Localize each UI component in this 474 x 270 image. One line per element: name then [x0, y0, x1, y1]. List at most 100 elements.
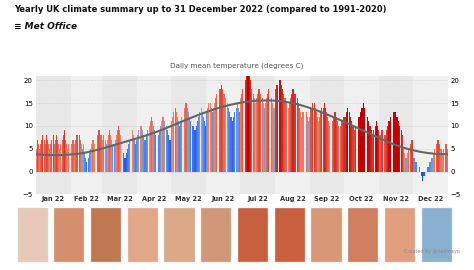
Bar: [151, 117, 152, 171]
Bar: [374, 126, 375, 171]
Bar: [255, 103, 256, 171]
Bar: [441, 149, 442, 171]
Bar: [132, 130, 133, 171]
Bar: [76, 135, 77, 171]
Bar: [207, 107, 209, 171]
Bar: [159, 130, 160, 171]
Bar: [369, 126, 370, 171]
Bar: [394, 112, 395, 171]
Bar: [418, 167, 419, 171]
Bar: [195, 130, 196, 171]
Bar: [101, 135, 102, 171]
Bar: [266, 99, 267, 171]
Bar: [335, 112, 336, 171]
Bar: [344, 76, 379, 194]
Bar: [326, 112, 327, 171]
Bar: [141, 126, 142, 171]
Bar: [446, 144, 447, 171]
Bar: [318, 121, 319, 171]
Bar: [438, 140, 439, 171]
Bar: [314, 103, 315, 171]
Bar: [415, 163, 416, 171]
Bar: [341, 121, 342, 171]
Bar: [70, 140, 71, 171]
Bar: [386, 130, 387, 171]
Bar: [136, 140, 137, 171]
Bar: [86, 163, 87, 171]
Bar: [48, 144, 49, 171]
Bar: [357, 117, 359, 171]
Bar: [213, 107, 214, 171]
Bar: [272, 103, 273, 171]
Bar: [52, 140, 53, 171]
Bar: [81, 144, 82, 171]
Bar: [137, 135, 138, 171]
Bar: [265, 103, 266, 171]
Bar: [59, 149, 60, 171]
Bar: [196, 126, 197, 171]
Bar: [135, 144, 136, 171]
Bar: [404, 153, 405, 171]
Bar: [248, 62, 249, 171]
Bar: [61, 144, 62, 171]
Bar: [442, 153, 443, 171]
Text: Created by @neilinayo: Created by @neilinayo: [404, 249, 460, 254]
Bar: [371, 130, 372, 171]
Bar: [379, 76, 413, 194]
Bar: [251, 89, 252, 171]
Bar: [297, 99, 298, 171]
Bar: [264, 107, 265, 171]
Bar: [304, 107, 305, 171]
Polygon shape: [318, 208, 336, 259]
Bar: [396, 117, 397, 171]
Bar: [338, 126, 339, 171]
Bar: [435, 149, 436, 171]
Bar: [92, 140, 93, 171]
Bar: [300, 112, 301, 171]
Bar: [311, 107, 312, 171]
Bar: [182, 112, 183, 171]
Bar: [307, 117, 308, 171]
Bar: [124, 158, 125, 171]
Bar: [54, 144, 55, 171]
Bar: [147, 130, 148, 171]
Polygon shape: [97, 208, 115, 259]
Bar: [294, 94, 295, 171]
Bar: [226, 99, 227, 171]
Bar: [205, 126, 206, 171]
Bar: [376, 121, 377, 171]
Bar: [429, 163, 430, 171]
Bar: [275, 76, 310, 194]
Bar: [259, 89, 260, 171]
Bar: [91, 144, 92, 171]
Bar: [447, 149, 448, 171]
Bar: [368, 121, 369, 171]
Bar: [73, 140, 74, 171]
Bar: [191, 126, 192, 171]
Bar: [242, 89, 243, 171]
Bar: [179, 126, 180, 171]
Bar: [346, 112, 347, 171]
Bar: [206, 76, 240, 194]
Bar: [319, 117, 320, 171]
Bar: [414, 158, 415, 171]
Polygon shape: [207, 208, 225, 259]
Bar: [299, 107, 300, 171]
Bar: [416, 163, 417, 171]
Bar: [68, 144, 69, 171]
Bar: [37, 140, 38, 171]
Bar: [107, 140, 108, 171]
Bar: [149, 126, 150, 171]
Bar: [437, 140, 438, 171]
Bar: [188, 112, 189, 171]
Bar: [258, 89, 259, 171]
Bar: [123, 153, 124, 171]
Bar: [379, 135, 380, 171]
Bar: [250, 80, 251, 171]
Bar: [395, 112, 396, 171]
Bar: [430, 163, 431, 171]
Bar: [295, 94, 296, 171]
Bar: [57, 140, 58, 171]
Bar: [257, 94, 258, 171]
Bar: [334, 112, 335, 171]
